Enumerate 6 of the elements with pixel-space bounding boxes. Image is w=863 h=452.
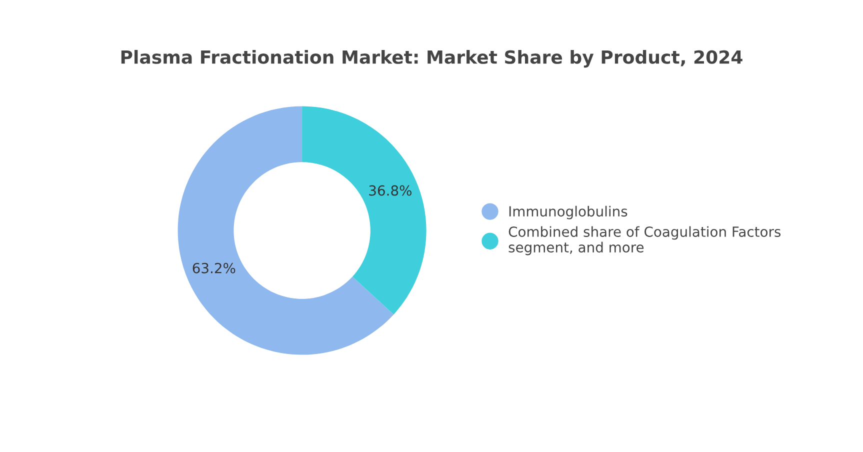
chart-title: Plasma Fractionation Market: Market Share by Product, 2024 [121, 50, 742, 68]
data-label: 36.8% [369, 185, 412, 196]
data-label: 63.2% [192, 262, 236, 274]
donut-slice [302, 106, 426, 314]
legend-label: Immunoglobulins [509, 206, 628, 220]
legend-label: Combined share of Coagulation Factors segment, and more [508, 226, 781, 256]
